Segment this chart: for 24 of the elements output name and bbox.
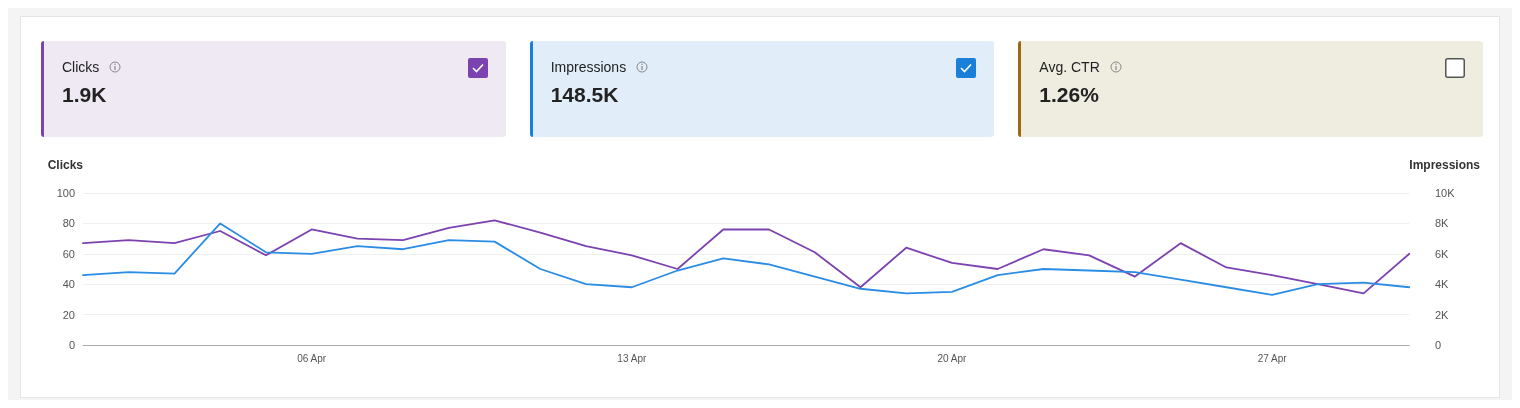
y-tick-label: 80 [62,217,75,230]
x-tick-label: 06 Apr [297,352,327,364]
x-tick-label: 13 Apr [617,352,647,364]
text: Clicks [62,59,100,75]
y2-tick-label: 4K [1435,278,1450,291]
y-axis-title: Clicks [47,158,84,172]
y-tick-label: 0 [68,339,75,351]
y-tick-label: 60 [62,247,75,260]
x-tick-label: 27 Apr [1257,352,1288,364]
y2-tick-label: 2K [1435,308,1450,321]
text: 1.26% [1039,83,1100,107]
text: Avg. CTR [1039,59,1100,75]
y2-axis-title: Impressions [1409,158,1481,172]
y2-tick-label: 6K [1435,247,1450,260]
y-tick-label: 100 [56,187,75,199]
x-tick-label: 20 Apr [937,352,968,364]
y-tick-label: 20 [62,308,75,321]
y-tick-label: 40 [62,278,75,291]
text: 148.5K [550,83,620,107]
y2-tick-label: 0 [1435,339,1442,351]
text: Impressions [550,59,627,75]
y2-tick-label: 10K [1435,187,1456,199]
y2-tick-label: 8K [1435,217,1450,230]
text: 1.9K [62,83,108,107]
